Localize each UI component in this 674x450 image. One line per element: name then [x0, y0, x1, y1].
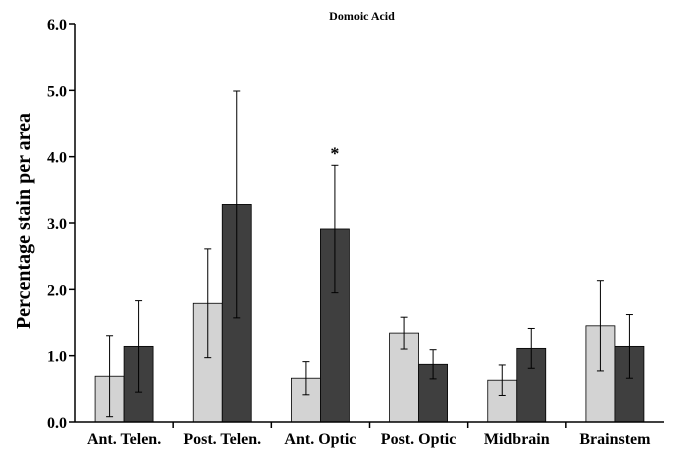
- y-tick-label: 4.0: [47, 150, 67, 167]
- plot-area: 0.0 1.0 2.0 3.0 4.0 5.0 6.0 Ant. Telen. Post. Te…: [47, 17, 664, 448]
- y-tick-label: 3.0: [47, 216, 67, 233]
- y-tick-label: 1.0: [47, 349, 67, 366]
- y-tick-label: 5.0: [47, 83, 67, 100]
- x-tick-label: Midbrain: [484, 431, 550, 448]
- chart-title: Domoic Acid: [329, 9, 395, 23]
- y-tick-label: 0.0: [47, 415, 67, 432]
- y-axis-label: Percentage stain per area: [13, 113, 35, 329]
- x-tick-label: Post. Telen.: [183, 431, 261, 448]
- x-tick-label: Ant. Telen.: [87, 431, 161, 448]
- y-tick-label: 6.0: [47, 17, 67, 34]
- y-tick-label: 2.0: [47, 282, 67, 299]
- x-tick-label: Ant. Optic: [284, 431, 356, 448]
- x-tick-label: Post. Optic: [381, 431, 457, 448]
- significance-marker: *: [330, 143, 339, 163]
- x-tick-label: Brainstem: [579, 431, 651, 448]
